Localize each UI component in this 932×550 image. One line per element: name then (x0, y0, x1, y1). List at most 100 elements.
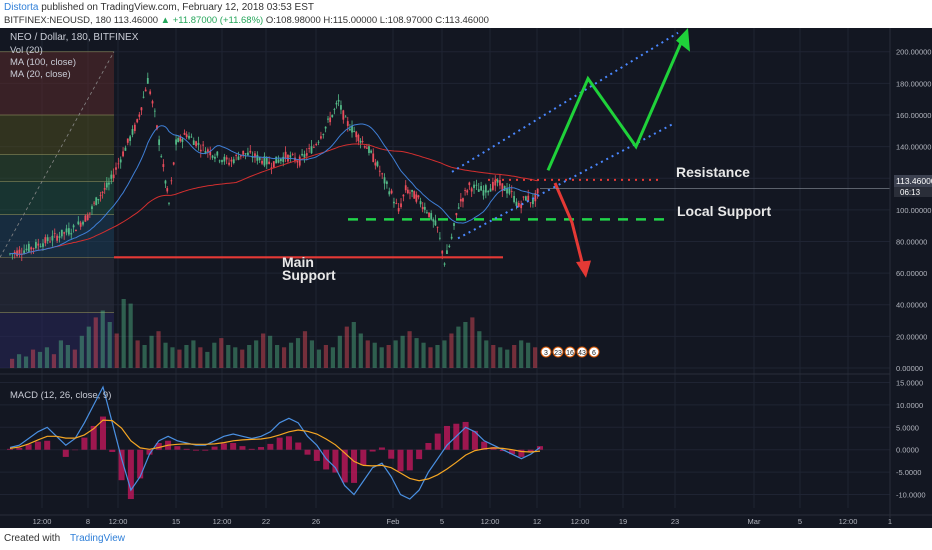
candle-body (138, 114, 141, 117)
candle-body (296, 161, 299, 163)
candle-body (30, 247, 33, 250)
macd-histogram-bar (239, 446, 246, 450)
trade-mark-label: 23 (554, 350, 562, 357)
candle-body (126, 138, 129, 143)
candle-body (170, 180, 173, 182)
candle-body (261, 160, 263, 164)
macd-histogram-bar (434, 433, 441, 450)
volume-bar (470, 317, 475, 368)
candle-body (477, 189, 480, 192)
local-support-label: Local Support (677, 203, 771, 219)
candle-body (95, 197, 98, 206)
trade-marks: 3 23 16 43 6 (540, 346, 600, 358)
candle-body (529, 202, 532, 204)
price-tick-label: 160.00000 (896, 111, 931, 120)
candle-body (310, 146, 313, 154)
time-tick-label: 5 (798, 517, 802, 526)
candle-body (513, 195, 515, 203)
candle-body (357, 134, 360, 142)
candle-body (524, 196, 527, 201)
price-axis-bg (890, 28, 932, 528)
candle-body (239, 155, 242, 157)
candle-body (520, 204, 523, 209)
volume-bar (281, 347, 287, 368)
macd-histogram-bar (267, 443, 274, 450)
volume-bar (170, 347, 175, 368)
fib-zone (0, 312, 114, 368)
price-tick-label: 80.00000 (896, 237, 927, 246)
price-tick-label: 100.00000 (896, 206, 931, 215)
candle-body (91, 206, 93, 210)
volume-bar (268, 335, 273, 368)
author-link[interactable]: Distorta (4, 2, 39, 13)
macd-histogram-bar (351, 449, 358, 483)
candle-body (164, 180, 167, 184)
time-tick-label: 5 (440, 517, 444, 526)
macd-histogram-bar (25, 444, 32, 450)
trade-mark-bubble (540, 346, 552, 358)
tradingview-brand[interactable]: TradingView (70, 533, 126, 544)
current-price-label: 113.46000 (896, 176, 932, 186)
volume-bar (198, 347, 203, 368)
macd-histogram-bar (444, 425, 451, 450)
volume-bar (421, 342, 426, 368)
candle-body (225, 157, 228, 160)
candle-body (25, 248, 28, 250)
volume-bar (16, 354, 22, 368)
candle-body (455, 213, 458, 216)
candle-body (218, 160, 221, 162)
countdown-label: 06:13 (900, 188, 921, 197)
candle-body (247, 152, 249, 156)
time-tick-label: 8 (86, 517, 90, 526)
chart-area[interactable]: 3 23 16 43 6 200.00000 180.00000 160.00000 140.… (0, 28, 932, 528)
trade-mark-label: 16 (566, 350, 574, 357)
ma100-line (9, 143, 538, 255)
macd-histogram-bar (62, 449, 69, 457)
time-tick-label: 23 (671, 517, 679, 526)
candle-body (158, 139, 161, 146)
chart-canvas[interactable]: 3 23 16 43 6 200.00000180.00000160.00000140.… (0, 28, 932, 528)
macd-tick-label: 15.0000 (896, 378, 923, 387)
candle-body (473, 184, 475, 188)
footer: Created with TradingView (0, 528, 932, 550)
price-tick-label: 60.00000 (896, 269, 927, 278)
candle-body (166, 188, 169, 192)
time-tick-label: 1 (888, 517, 892, 526)
volume-bar (72, 349, 77, 368)
candle-body (342, 110, 345, 120)
macd-histogram-bar (258, 447, 265, 450)
candle-body (133, 124, 136, 131)
ma20-line (9, 123, 538, 255)
time-tick-label: Mar (748, 517, 761, 526)
candle-body (441, 250, 444, 254)
candle-body (258, 157, 261, 161)
main-support-label-2: Support (282, 267, 336, 283)
candle-body (175, 139, 177, 145)
candle-body (468, 182, 471, 186)
candle-body (383, 177, 386, 184)
bullish-projection-arrow (546, 35, 686, 171)
candle-body (119, 159, 122, 163)
candle-body (37, 243, 40, 246)
candle-body (160, 156, 163, 158)
candle-body (415, 194, 418, 202)
candle-body (349, 129, 351, 131)
volume-bar (135, 340, 140, 368)
macd-histogram-bar (90, 425, 97, 450)
candle-body (353, 131, 356, 132)
candle-body (434, 220, 437, 226)
candle-body (249, 150, 252, 153)
candle-body (60, 229, 63, 237)
candle-body (199, 149, 202, 152)
candle-body (482, 190, 485, 196)
macd-histogram-bar (146, 449, 153, 455)
candle-body (517, 203, 520, 208)
volume-bar (288, 342, 294, 368)
volume-bar (302, 331, 308, 368)
candle-body (400, 203, 402, 208)
candle-body (404, 185, 407, 191)
trade-mark-label: 43 (578, 350, 586, 357)
candle-body (195, 141, 197, 147)
candle-body (46, 237, 49, 242)
macd-histogram-bar (137, 449, 144, 479)
